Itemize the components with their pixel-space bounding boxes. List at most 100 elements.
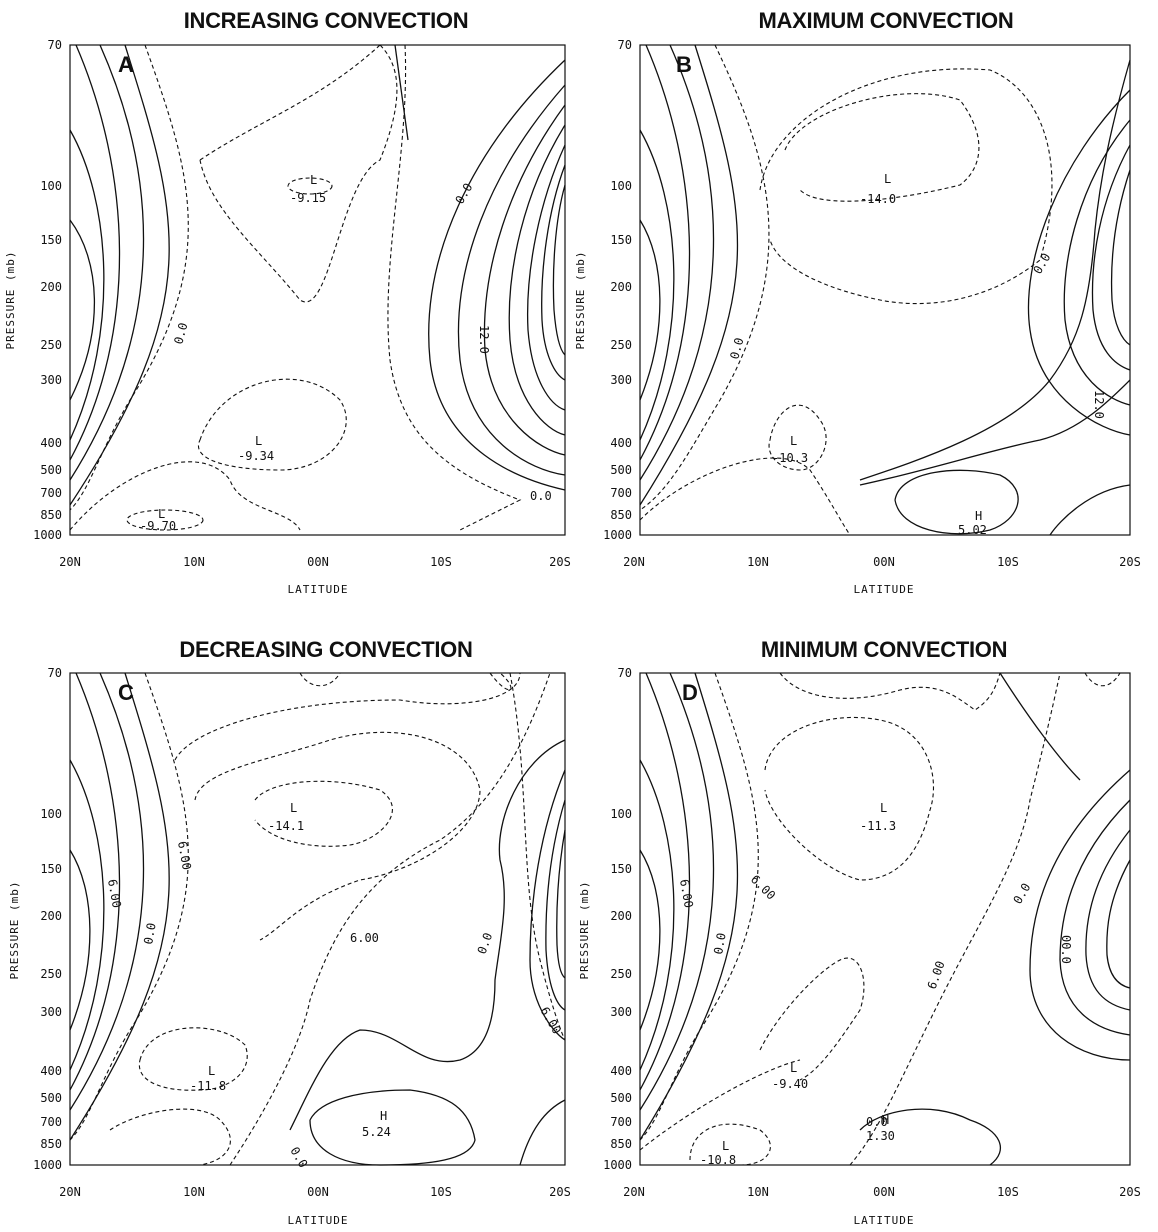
x-tick-label: 10S <box>430 555 452 569</box>
x-tick-label: 20S <box>549 1185 571 1199</box>
y-tick-label: 250 <box>40 338 62 352</box>
contour-line <box>639 129 675 441</box>
contour-line <box>1059 799 1131 1036</box>
contour-label: 0.0 <box>171 321 190 346</box>
contour-line <box>199 44 398 303</box>
contour-label: -11.8 <box>190 1079 226 1093</box>
contour-line <box>69 44 170 506</box>
panel-letter: D <box>682 680 698 705</box>
contour-line <box>639 672 715 1111</box>
contour-line <box>69 672 189 1141</box>
y-tick-label: 100 <box>610 807 632 821</box>
contour-line <box>545 799 566 1011</box>
y-tick-label: 200 <box>610 280 632 294</box>
x-tick-label: 20S <box>549 555 571 569</box>
contour-line <box>69 129 105 441</box>
contour-label: 0.0 <box>452 181 475 207</box>
y-tick-label: 200 <box>40 909 62 923</box>
x-tick-label: 20N <box>59 555 81 569</box>
contour-label: -9.40 <box>772 1077 808 1091</box>
contour-line <box>197 378 347 471</box>
contour-line <box>489 672 512 691</box>
contour-line <box>457 84 566 476</box>
x-tick-label: 20N <box>623 555 645 569</box>
contour-line <box>639 672 759 1141</box>
contour-line <box>509 672 566 1041</box>
contour-line <box>768 404 827 471</box>
contour-line <box>174 672 521 761</box>
contour-line <box>69 219 96 401</box>
contour-line <box>1091 144 1131 371</box>
contour-label: L <box>880 801 887 815</box>
contour-label: -14.0 <box>860 192 896 206</box>
contour-label: 6.00 <box>925 959 948 991</box>
contour-line <box>69 672 145 1111</box>
y-tick-label: 200 <box>610 909 632 923</box>
y-axis-label: PRESSURE (mb) <box>8 880 21 979</box>
y-tick-label: 500 <box>40 1091 62 1105</box>
contour-label: 0.0 <box>727 336 746 361</box>
plot-frame <box>69 44 566 536</box>
x-tick-label: 10S <box>997 555 1019 569</box>
y-tick-label: 400 <box>40 1064 62 1078</box>
contour-labels: L -14.0 L -10.3 H 5.02 0.0 0.0 12.0 <box>727 172 1106 537</box>
contour-line <box>69 672 170 1141</box>
x-ticks: 20N 10N 00N 10S 20S <box>623 1185 1141 1199</box>
contour-line <box>999 672 1081 781</box>
panel-letter: A <box>118 52 134 77</box>
contour-label: 0.0 <box>1010 881 1033 907</box>
contour-line <box>639 457 851 536</box>
contour-line <box>289 739 566 1131</box>
contour-label: -9.15 <box>290 191 326 205</box>
y-tick-label: 850 <box>40 1137 62 1151</box>
y-tick-label: 300 <box>40 1005 62 1019</box>
contour-label: L <box>208 1064 215 1078</box>
contour-label: H <box>882 1113 889 1127</box>
x-tick-label: 10S <box>430 1185 452 1199</box>
y-tick-label: 500 <box>610 463 632 477</box>
contour-line <box>299 672 341 687</box>
x-axis-label: LATITUDE <box>288 583 349 596</box>
plot-frame <box>639 672 1131 1166</box>
y-axis-label: PRESSURE (mb) <box>574 250 587 349</box>
contour-line <box>109 1108 231 1166</box>
x-tick-label: 20N <box>59 1185 81 1199</box>
contour-label: H <box>380 1109 387 1123</box>
y-axis-label: PRESSURE (mb) <box>578 880 591 979</box>
contour-line <box>1110 169 1131 346</box>
contour-label: L <box>884 172 891 186</box>
y-tick-label: 250 <box>40 967 62 981</box>
y-tick-label: 300 <box>40 373 62 387</box>
contour-line <box>309 1089 476 1166</box>
contour-line <box>859 59 1131 481</box>
y-tick-label: 850 <box>610 508 632 522</box>
contour-label: 6.00 <box>677 878 696 909</box>
y-ticks: 70 100 150 200 250 300 400 500 700 850 1… <box>603 666 632 1172</box>
contour-label: L <box>310 173 317 187</box>
y-tick-label: 400 <box>610 1064 632 1078</box>
y-tick-label: 70 <box>618 666 632 680</box>
x-axis-label: LATITUDE <box>288 1214 349 1227</box>
contour-line <box>639 759 675 1071</box>
y-tick-label: 500 <box>40 463 62 477</box>
contour-line <box>483 104 566 456</box>
x-tick-label: 00N <box>307 1185 329 1199</box>
contour-line <box>759 68 1053 305</box>
contour-lines <box>639 44 1131 536</box>
panel-b: MAXIMUM CONVECTION B L -14.0 L -10.3 <box>574 8 1141 596</box>
y-tick-label: 70 <box>48 38 62 52</box>
contour-lines <box>69 672 566 1166</box>
contour-line <box>639 44 715 481</box>
y-tick-label: 1000 <box>33 1158 62 1172</box>
contour-line <box>541 164 566 381</box>
contour-line <box>764 716 934 881</box>
contour-line <box>552 184 566 356</box>
contour-label: L <box>255 434 262 448</box>
y-tick-label: 100 <box>40 179 62 193</box>
contour-line <box>69 759 105 1071</box>
y-tick-label: 400 <box>40 436 62 450</box>
panel-a: INCREASING CONVECTION A <box>4 8 571 596</box>
contour-lines <box>69 44 566 531</box>
x-tick-label: 20S <box>1119 1185 1141 1199</box>
